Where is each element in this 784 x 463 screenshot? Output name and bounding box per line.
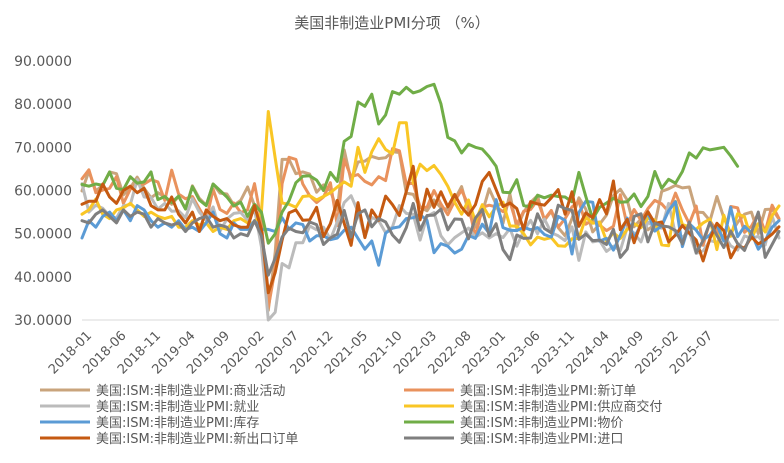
x-axis: 2018-012018-062018-112019-042019-092020-… (46, 319, 779, 377)
y-tick-label: 40.0000 (14, 270, 72, 286)
legend-label: 美国:ISM:非制造业PMI:新出口订单 (96, 431, 298, 447)
legend-label: 美国:ISM:非制造业PMI:供应商交付 (460, 399, 662, 415)
legend-label: 美国:ISM:非制造业PMI:库存 (96, 415, 259, 431)
legend-label: 美国:ISM:非制造业PMI:进口 (460, 432, 623, 447)
legend-label: 美国:ISM:非制造业PMI:物价 (460, 416, 623, 431)
y-tick-label: 80.0000 (14, 97, 72, 113)
legend: 美国:ISM:非制造业PMI:商业活动 美国:ISM:非制造业PMI:新订单美国:… (40, 383, 662, 447)
legend-label: 美国:ISM:非制造业PMI:新订单 (460, 383, 636, 399)
y-tick-label: 90.0000 (14, 54, 72, 70)
y-axis: 30.0000 40.0000 50.0000 60.0000 70.0000 80.00… (14, 54, 72, 329)
series-line-8 (80, 201, 781, 277)
series-line-6 (80, 82, 740, 245)
y-tick-label: 60.0000 (14, 184, 72, 200)
y-tick-label: 30.0000 (14, 313, 72, 329)
y-tick-label: 50.0000 (14, 227, 72, 243)
plot-area (80, 82, 781, 322)
chart-title: 美国非制造业PMI分项 （%） (294, 14, 489, 32)
y-tick-label: 70.0000 (14, 140, 72, 156)
legend-label: 美国:ISM:非制造业PMI:就业 (96, 400, 259, 415)
legend-label: 美国:ISM:非制造业PMI:商业活动 (96, 384, 285, 399)
